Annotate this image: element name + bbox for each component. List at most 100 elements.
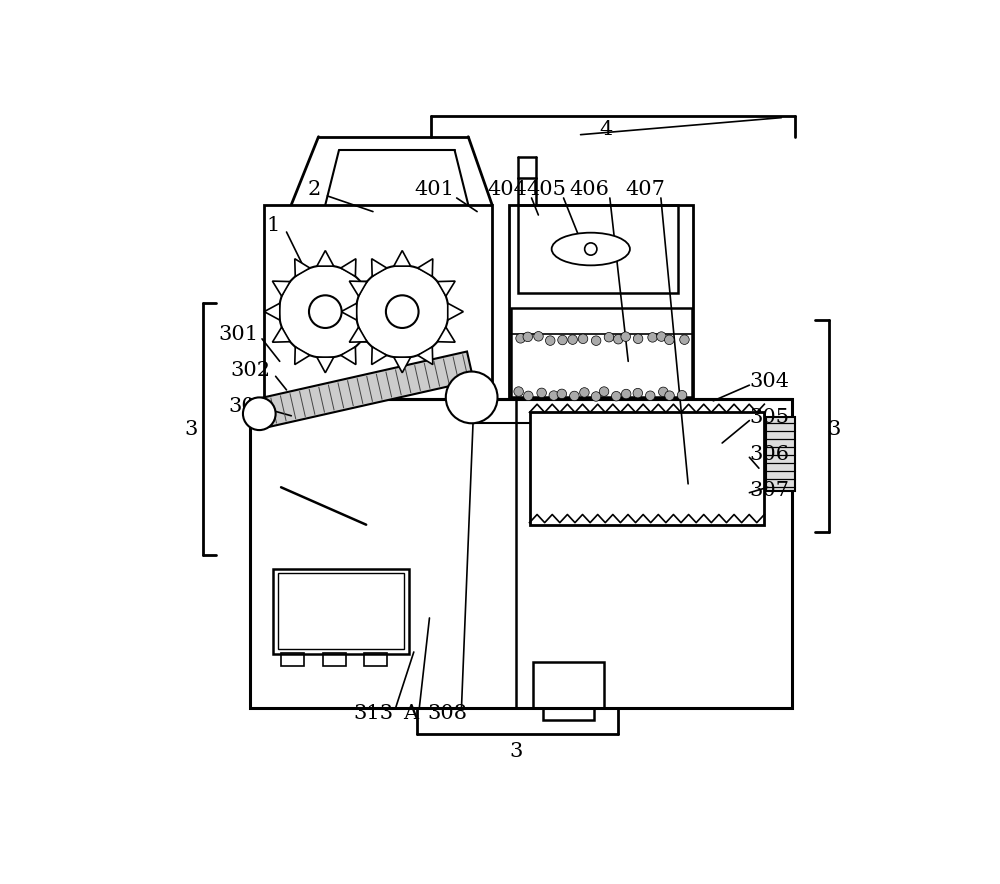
Text: 304: 304	[750, 372, 790, 392]
Polygon shape	[372, 347, 387, 364]
Circle shape	[279, 265, 372, 358]
Bar	[323, 653, 346, 666]
Text: 1: 1	[266, 216, 280, 234]
Circle shape	[386, 295, 419, 328]
Text: 4: 4	[600, 120, 613, 140]
Circle shape	[648, 332, 657, 342]
Circle shape	[645, 391, 655, 400]
Text: 3: 3	[509, 742, 523, 761]
Circle shape	[659, 387, 668, 397]
Circle shape	[680, 335, 689, 345]
Circle shape	[534, 332, 543, 341]
Circle shape	[599, 387, 609, 396]
Text: 401: 401	[414, 179, 454, 199]
Bar	[463, 389, 481, 407]
Polygon shape	[437, 281, 455, 296]
Circle shape	[557, 389, 567, 399]
Circle shape	[633, 388, 643, 398]
Circle shape	[356, 265, 449, 358]
Text: 302: 302	[230, 361, 270, 380]
Polygon shape	[264, 303, 280, 320]
Circle shape	[568, 335, 577, 345]
Circle shape	[514, 387, 523, 396]
Text: 404: 404	[487, 179, 527, 199]
Circle shape	[621, 332, 630, 341]
Bar	[509, 205, 693, 399]
Polygon shape	[341, 259, 356, 277]
Circle shape	[243, 398, 276, 431]
Circle shape	[580, 388, 589, 397]
Polygon shape	[372, 259, 387, 277]
Polygon shape	[437, 327, 455, 342]
Polygon shape	[295, 259, 310, 277]
Circle shape	[633, 334, 643, 344]
Polygon shape	[418, 347, 433, 364]
Text: 406: 406	[569, 179, 609, 199]
Bar	[518, 205, 678, 293]
Circle shape	[578, 334, 588, 344]
Circle shape	[549, 391, 559, 400]
Polygon shape	[394, 357, 411, 373]
Polygon shape	[349, 327, 367, 342]
Circle shape	[621, 389, 631, 399]
Polygon shape	[317, 357, 334, 373]
Text: 3: 3	[827, 420, 840, 438]
Text: 303: 303	[228, 398, 268, 416]
Circle shape	[614, 334, 623, 344]
Polygon shape	[394, 250, 411, 266]
Circle shape	[677, 391, 687, 400]
Text: A: A	[403, 705, 418, 723]
Polygon shape	[272, 281, 290, 296]
Text: 2: 2	[307, 179, 320, 199]
Ellipse shape	[552, 232, 630, 265]
Text: 305: 305	[750, 408, 790, 427]
Bar	[364, 653, 387, 666]
Polygon shape	[361, 281, 378, 296]
Circle shape	[545, 336, 555, 346]
Circle shape	[665, 391, 674, 400]
Circle shape	[585, 243, 597, 255]
Circle shape	[537, 388, 546, 398]
Bar	[264, 205, 492, 399]
Bar	[766, 417, 795, 491]
Text: 3: 3	[185, 420, 198, 438]
Polygon shape	[272, 327, 290, 342]
Circle shape	[558, 335, 567, 345]
Circle shape	[591, 392, 601, 401]
Text: 308: 308	[428, 705, 468, 723]
Polygon shape	[341, 303, 357, 320]
Polygon shape	[256, 352, 474, 429]
Circle shape	[604, 332, 614, 342]
Text: 405: 405	[527, 179, 566, 199]
Polygon shape	[418, 259, 433, 277]
Polygon shape	[295, 347, 310, 364]
Circle shape	[591, 336, 601, 346]
Bar	[278, 573, 404, 649]
Bar	[250, 399, 792, 708]
Circle shape	[523, 332, 533, 341]
Circle shape	[309, 295, 342, 328]
Text: 306: 306	[750, 445, 790, 464]
Polygon shape	[341, 347, 356, 364]
Polygon shape	[448, 303, 463, 320]
Text: 301: 301	[219, 324, 259, 344]
Circle shape	[516, 333, 525, 343]
Text: 313: 313	[353, 705, 393, 723]
Bar	[530, 412, 764, 525]
Bar	[511, 308, 692, 398]
Bar	[533, 662, 604, 708]
Text: 307: 307	[750, 481, 790, 500]
Circle shape	[657, 332, 666, 341]
Bar	[273, 569, 409, 654]
Circle shape	[611, 392, 621, 401]
Circle shape	[524, 391, 533, 400]
Bar	[281, 653, 304, 666]
Circle shape	[446, 371, 498, 423]
Polygon shape	[317, 250, 334, 266]
Circle shape	[665, 335, 674, 345]
Polygon shape	[371, 303, 386, 320]
Text: 407: 407	[625, 179, 665, 199]
Bar	[543, 708, 594, 720]
Polygon shape	[361, 327, 378, 342]
Polygon shape	[349, 281, 367, 296]
